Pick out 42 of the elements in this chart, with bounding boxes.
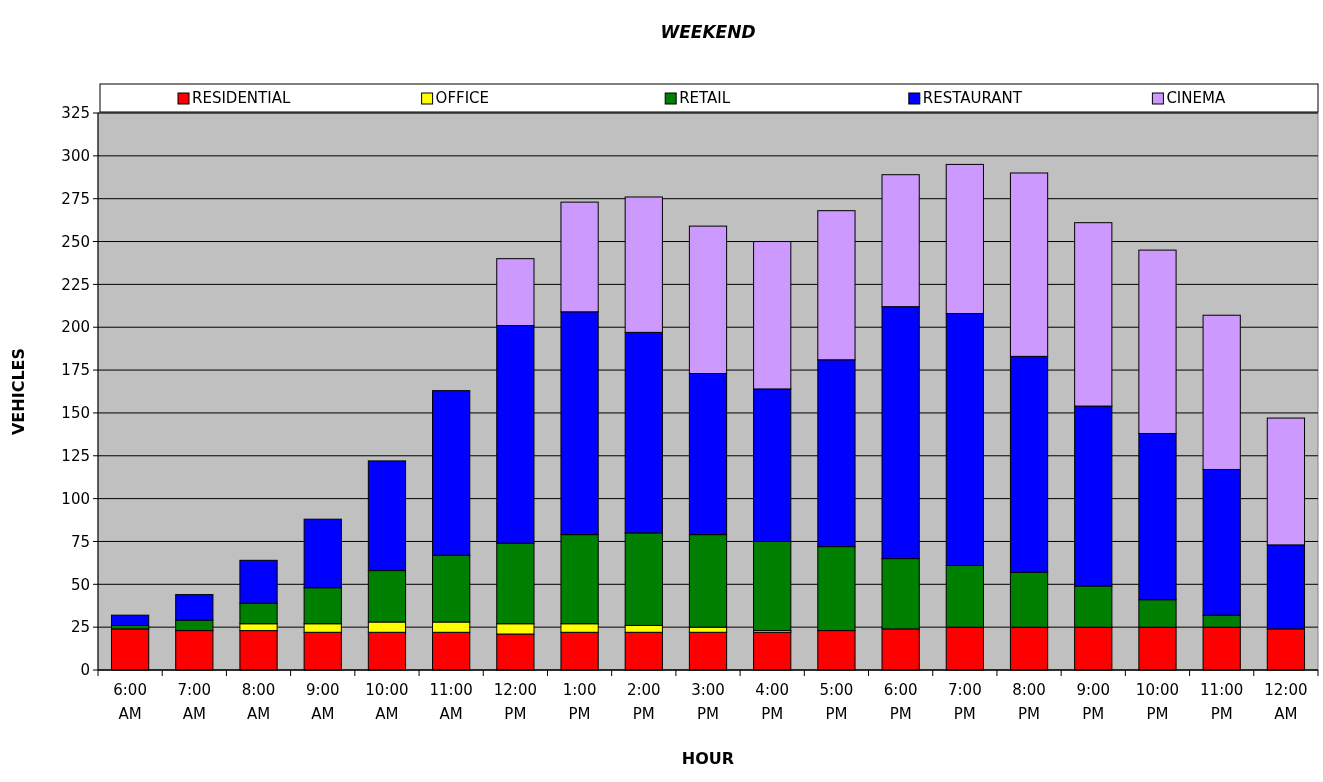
y-tick-label: 125 <box>61 447 90 466</box>
y-tick-label: 225 <box>61 275 90 294</box>
legend-label: RETAIL <box>679 89 731 108</box>
x-tick-label: 9:00 PM <box>1076 681 1111 723</box>
x-tick-label: 3:00 PM <box>691 681 725 723</box>
x-tick-label: 11:00 PM <box>1200 681 1244 723</box>
x-tick-label: 1:00 PM <box>562 681 597 723</box>
y-tick-label: 325 <box>61 104 90 123</box>
x-tick-label: 8:00 AM <box>241 681 276 723</box>
y-tick-label: 25 <box>70 618 90 637</box>
x-tick-label: 6:00 AM <box>113 681 147 723</box>
y-tick-label: 150 <box>61 404 90 423</box>
y-tick-label: 300 <box>61 147 90 166</box>
x-tick-label: 7:00 PM <box>948 681 982 723</box>
x-tick-label: 9:00 AM <box>305 681 340 723</box>
y-tick-label: 75 <box>70 532 90 551</box>
y-tick-label: 200 <box>61 318 90 337</box>
x-tick-label: 10:00 PM <box>1135 681 1180 723</box>
legend-label: CINEMA <box>1166 89 1226 108</box>
y-tick-label: 175 <box>61 361 90 380</box>
bar <box>110 614 150 626</box>
legend-label: RESIDENTIAL <box>192 89 291 108</box>
x-tick-label: 2:00 PM <box>626 681 661 723</box>
x-tick-label: 12:00 AM <box>1264 681 1308 723</box>
y-tick-label: 250 <box>61 232 90 251</box>
x-tick-label: 12:00 PM <box>493 681 537 723</box>
x-axis-title: HOUR <box>681 749 735 768</box>
x-tick-label: 4:00 PM <box>755 681 790 723</box>
x-tick-label: 6:00 PM <box>883 681 918 723</box>
x-tick-label: 8:00 PM <box>1012 681 1046 723</box>
y-tick-label: 100 <box>61 489 90 508</box>
y-tick-label: 0 <box>80 661 90 680</box>
legend-label: RESTAURANT <box>922 89 1023 108</box>
y-tick-label: 275 <box>61 189 90 208</box>
x-tick-label: 11:00 AM <box>429 681 473 723</box>
legend-label: OFFICE <box>435 89 490 108</box>
x-tick-label: 10:00 AM <box>365 681 409 723</box>
x-tick-label: 7:00 AM <box>177 681 212 723</box>
x-tick-label: 5:00 PM <box>819 681 854 723</box>
y-tick-label: 50 <box>70 575 90 594</box>
y-axis-title: VEHICLES <box>9 347 28 436</box>
chart-title: WEEKEND <box>660 22 756 42</box>
